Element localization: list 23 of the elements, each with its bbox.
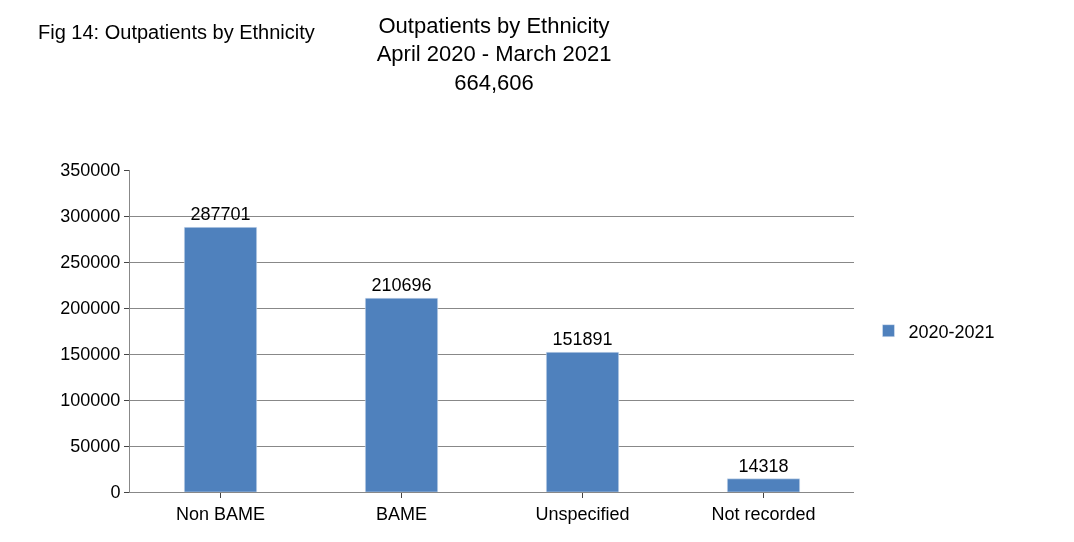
caption: Fig 14: Outpatients by Ethnicity xyxy=(38,21,315,43)
y-tick-label: 100000 xyxy=(60,390,121,411)
y-tick-label: 250000 xyxy=(60,252,121,273)
data-label: 151891 xyxy=(552,329,613,350)
x-tick-label: Unspecified xyxy=(535,503,630,524)
y-tick-label: 50000 xyxy=(70,436,121,457)
x-tick-label: Non BAME xyxy=(175,503,266,524)
bar xyxy=(546,352,619,492)
x-tick-label: BAME xyxy=(375,503,428,524)
y-tick-label: 0 xyxy=(110,482,121,503)
y-tick-label: 350000 xyxy=(60,160,121,181)
y-tick-label: 300000 xyxy=(60,206,121,227)
bar xyxy=(727,478,800,492)
chart-title: Outpatients by Ethnicity April 2020 - March 2021 664,606 xyxy=(376,12,612,95)
bar xyxy=(184,227,257,492)
data-label: 287701 xyxy=(190,204,251,225)
bar xyxy=(365,297,438,492)
y-tick-label: 200000 xyxy=(60,298,121,319)
data-label: 14318 xyxy=(738,455,789,476)
y-tick-label: 150000 xyxy=(60,344,121,365)
data-label: 210696 xyxy=(371,275,432,296)
legend-label: 2020-2021 xyxy=(908,321,995,342)
x-tick-label: Not recorded xyxy=(711,503,816,524)
